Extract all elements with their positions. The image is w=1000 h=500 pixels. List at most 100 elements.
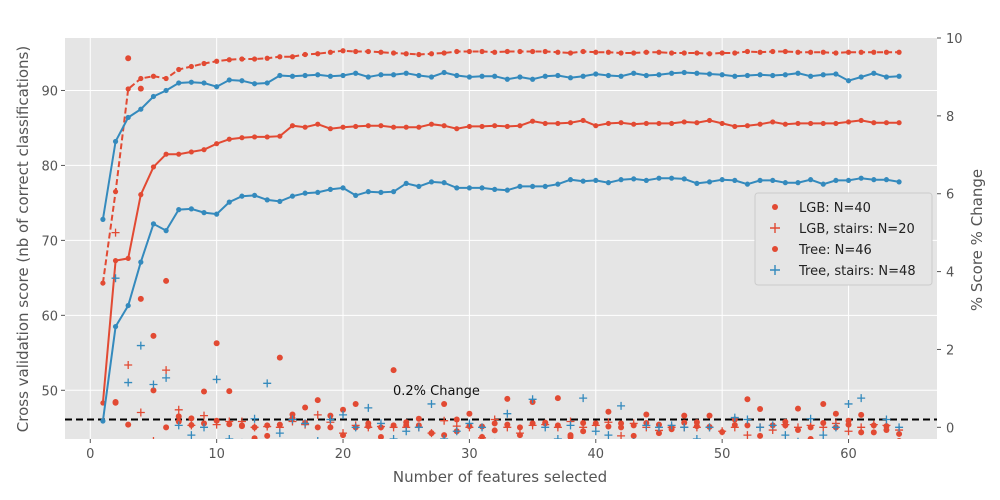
series-line-point bbox=[643, 177, 649, 184]
series-line-point bbox=[833, 50, 839, 56]
series-line-point bbox=[618, 120, 624, 126]
scatter-plus bbox=[326, 415, 335, 424]
series-line-point bbox=[782, 48, 788, 55]
scatter-plus bbox=[478, 423, 487, 432]
scatter-plus bbox=[743, 415, 752, 424]
x-tick-label: 50 bbox=[714, 447, 731, 462]
y2-tick-label: 10 bbox=[946, 32, 963, 47]
x-tick-label: 0 bbox=[86, 447, 94, 462]
scatter-dot bbox=[655, 430, 662, 437]
series-line-point bbox=[277, 54, 283, 60]
series-line-point bbox=[719, 50, 725, 56]
series-line-point bbox=[214, 58, 220, 64]
series-line-point bbox=[795, 49, 801, 55]
series-line-point bbox=[264, 134, 270, 140]
series-line-point bbox=[795, 180, 801, 186]
series-line-point bbox=[390, 124, 397, 130]
series-line-point bbox=[239, 135, 245, 141]
series-line-point bbox=[302, 51, 308, 58]
series-line-point bbox=[150, 164, 157, 170]
scatter-plus bbox=[200, 411, 209, 420]
scatter-plus bbox=[427, 399, 436, 408]
scatter-plus bbox=[743, 431, 752, 439]
series-line-point bbox=[315, 51, 321, 57]
x-axis-ticks: 0 10 20 30 40 50 60 bbox=[86, 439, 857, 462]
series-line-point bbox=[656, 49, 662, 55]
y-tick-label: 70 bbox=[41, 234, 58, 249]
scatter-plus bbox=[465, 419, 474, 428]
y2-tick-label: 8 bbox=[946, 110, 954, 125]
series-line-point bbox=[441, 50, 447, 56]
series-line-point bbox=[390, 72, 397, 78]
scatter-dot bbox=[681, 419, 688, 426]
series-line-point bbox=[732, 50, 738, 56]
series-line-point bbox=[112, 138, 119, 145]
series-line-point bbox=[871, 177, 877, 183]
series-line-point bbox=[529, 183, 536, 190]
series-line-point bbox=[631, 121, 637, 127]
legend-entry-label: LGB, stairs: N=20 bbox=[799, 222, 915, 237]
series-line-point bbox=[365, 74, 371, 80]
legend-dot-marker bbox=[772, 204, 778, 210]
series-line-point bbox=[883, 120, 890, 126]
series-line-point bbox=[656, 72, 662, 78]
series-line-point bbox=[138, 75, 144, 82]
series-line-point bbox=[150, 73, 157, 79]
scatter-plus bbox=[136, 341, 145, 350]
series-line-point bbox=[643, 49, 649, 55]
scatter-dot bbox=[302, 404, 309, 411]
series-line-point bbox=[492, 73, 498, 79]
scatter-plus bbox=[187, 421, 196, 430]
y-tick-label: 60 bbox=[41, 309, 58, 324]
scatter-plus bbox=[718, 427, 727, 436]
scatter-plus bbox=[111, 274, 120, 283]
series-line-point bbox=[466, 74, 473, 80]
series-line-point bbox=[466, 185, 473, 191]
series-line-point bbox=[631, 50, 637, 56]
scatter-plus bbox=[136, 408, 145, 417]
scatter-plus bbox=[857, 394, 866, 403]
scatter-plus bbox=[241, 438, 243, 439]
scatter-dot bbox=[314, 424, 321, 431]
scatter-plus bbox=[617, 431, 626, 439]
scatter-dot bbox=[580, 420, 587, 427]
scatter-plus bbox=[654, 423, 663, 432]
series-line-point bbox=[125, 302, 131, 309]
scatter-dot bbox=[744, 422, 751, 429]
legend: LGB: N=40 LGB, stairs: N=20 Tree: N=46 T… bbox=[754, 192, 933, 286]
series-line-point bbox=[327, 126, 333, 132]
series-line-point bbox=[694, 50, 700, 56]
series-line bbox=[101, 177, 900, 422]
scatter-dot bbox=[845, 417, 852, 424]
scatter-dot bbox=[251, 435, 258, 439]
legend-box bbox=[754, 192, 933, 286]
series-line-point bbox=[163, 151, 169, 157]
scatter-plus bbox=[288, 415, 297, 424]
series-line-point bbox=[492, 186, 498, 193]
series-line-point bbox=[517, 48, 523, 55]
scatter-plus bbox=[313, 410, 322, 419]
scatter-dot bbox=[567, 434, 574, 439]
scatter-plus bbox=[642, 421, 651, 430]
scatter-dot bbox=[605, 408, 612, 415]
series-line-point bbox=[555, 49, 561, 55]
scatter-plus bbox=[162, 373, 171, 382]
series-line-point bbox=[858, 74, 864, 80]
series-line-point bbox=[732, 177, 738, 184]
series-line-point bbox=[302, 72, 308, 79]
series-line-point bbox=[188, 79, 194, 85]
series-line-point bbox=[820, 49, 826, 55]
series-line-point bbox=[340, 185, 346, 191]
scatter-dot bbox=[491, 427, 498, 434]
series-line-point bbox=[744, 123, 751, 129]
scatter-dot bbox=[125, 421, 132, 428]
legend-markers bbox=[770, 204, 780, 275]
scatter-dot bbox=[137, 295, 144, 302]
series-line-point bbox=[454, 72, 460, 79]
scatter-plus bbox=[667, 421, 676, 430]
series-line-point bbox=[782, 121, 788, 127]
scatter-plus bbox=[591, 427, 600, 436]
series-line-point bbox=[517, 183, 523, 190]
scatter-dot bbox=[491, 420, 498, 427]
scatter-dot bbox=[150, 332, 157, 339]
